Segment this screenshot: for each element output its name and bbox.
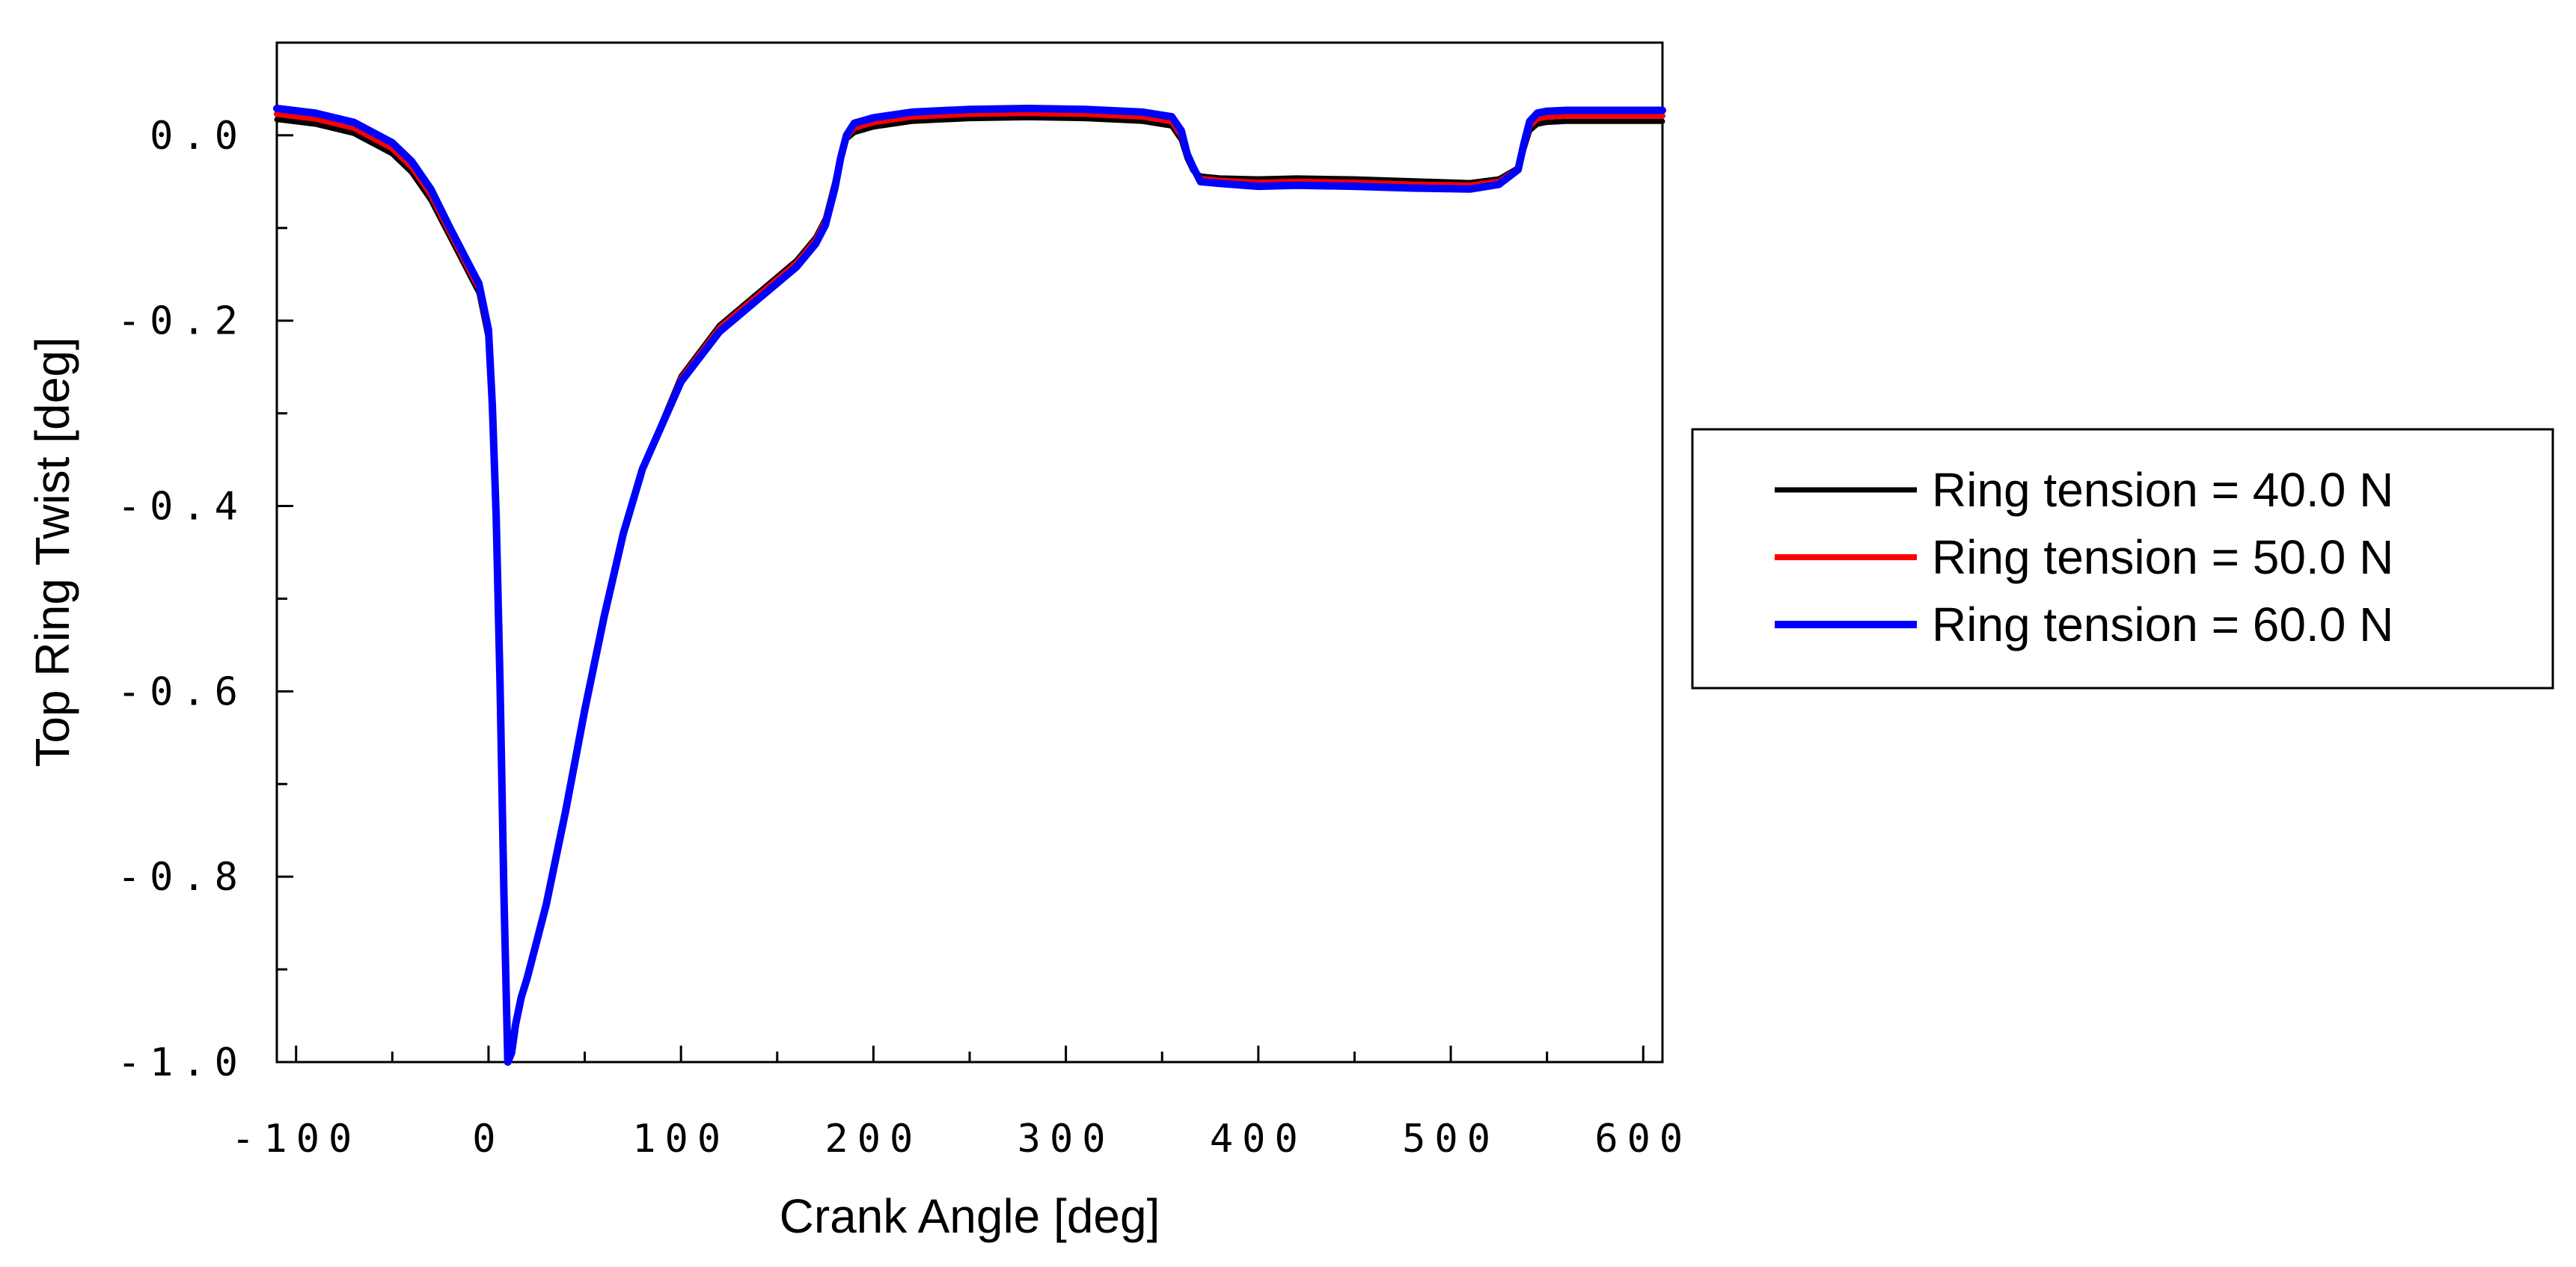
y-tick-label: -0.2 bbox=[117, 299, 247, 344]
legend-items: Ring tension = 40.0 N Ring tension = 50.0… bbox=[1775, 463, 2393, 651]
axis-ticks bbox=[277, 41, 1645, 1064]
x-tick-label: 500 bbox=[1402, 1117, 1499, 1162]
x-tick-label: -100 bbox=[231, 1117, 361, 1162]
legend-label-1: Ring tension = 40.0 N bbox=[1932, 463, 2393, 517]
series-line-3 bbox=[273, 105, 1666, 1066]
x-tick-labels: -100 0 100 200 300 400 500 600 bbox=[231, 1117, 1692, 1162]
x-tick-label: 300 bbox=[1018, 1117, 1115, 1162]
legend-label-2: Ring tension = 50.0 N bbox=[1932, 530, 2393, 584]
y-tick-label: -1.0 bbox=[117, 1040, 247, 1085]
x-tick-label: 200 bbox=[824, 1117, 922, 1162]
x-tick-label: 600 bbox=[1594, 1117, 1692, 1162]
legend: Ring tension = 40.0 N Ring tension = 50.0… bbox=[1691, 428, 2554, 690]
x-tick-label: 400 bbox=[1210, 1117, 1307, 1162]
plot-area bbox=[275, 41, 1664, 1064]
y-tick-label: -0.8 bbox=[117, 855, 247, 900]
legend-label-3: Ring tension = 60.0 N bbox=[1932, 598, 2393, 651]
x-tick-label: 100 bbox=[632, 1117, 729, 1162]
x-tick-label: 0 bbox=[472, 1117, 504, 1162]
y-tick-label: 0.0 bbox=[150, 114, 247, 159]
x-axis-title: Crank Angle [deg] bbox=[780, 1189, 1160, 1243]
series-lines bbox=[273, 105, 1666, 1066]
y-axis-title: Top Ring Twist [deg] bbox=[25, 337, 79, 767]
y-tick-label: -0.4 bbox=[117, 485, 247, 530]
y-tick-label: -0.6 bbox=[117, 669, 247, 714]
y-tick-labels: 0.0 -0.2 -0.4 -0.6 -0.8 -1.0 bbox=[117, 114, 247, 1085]
